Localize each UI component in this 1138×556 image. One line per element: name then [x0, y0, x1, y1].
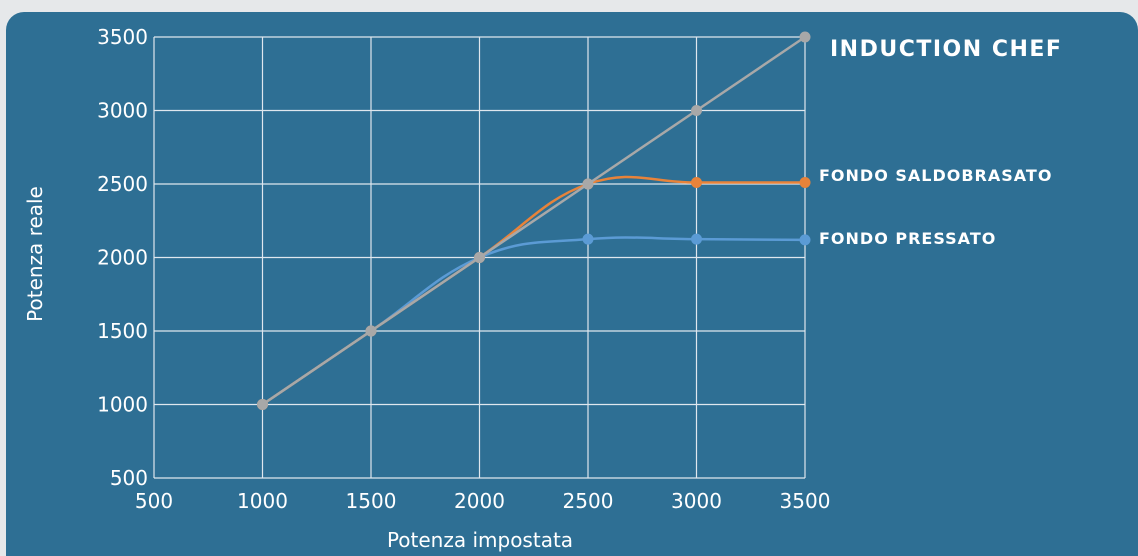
x-tick-label: 500	[135, 489, 173, 513]
data-point-induction-chef	[691, 105, 702, 116]
y-tick-labels: 500 1000 1500 2000 2500 3000 3500	[97, 25, 148, 490]
y-tick-label: 500	[110, 466, 148, 490]
series-line-induction-chef	[261, 35, 806, 406]
y-tick-label: 3500	[97, 25, 148, 49]
data-point-induction-chef	[474, 252, 485, 263]
data-point-induction-chef	[799, 31, 811, 43]
y-tick-label: 3000	[97, 99, 148, 123]
data-point-fondo-saldobrasato	[799, 177, 811, 189]
legend-fondo-saldobrasato: FONDO SALDOBRASATO	[819, 166, 1052, 185]
y-tick-label: 1000	[97, 393, 148, 417]
series-line-fondo-saldobrasato	[261, 175, 806, 406]
data-point-induction-chef	[582, 178, 594, 190]
x-tick-label: 2500	[563, 489, 614, 513]
x-tick-labels: 500 1000 1500 2000 2500 3000 3500	[135, 489, 831, 513]
legend-fondo-pressato: FONDO PRESSATO	[819, 229, 996, 248]
x-tick-label: 2000	[454, 489, 505, 513]
data-point-fondo-pressato	[582, 233, 594, 245]
data-point-fondo-pressato	[799, 234, 811, 246]
series-line-fondo-pressato	[261, 236, 806, 406]
x-tick-label: 3000	[671, 489, 722, 513]
x-tick-label: 1000	[237, 489, 288, 513]
y-tick-label: 2000	[97, 246, 148, 270]
chart-panel	[6, 12, 1138, 556]
data-point-fondo-saldobrasato	[691, 177, 702, 189]
data-point-induction-chef	[257, 399, 268, 410]
x-axis-label: Potenza impostata	[387, 528, 573, 552]
y-axis-label: Potenza reale	[23, 186, 47, 322]
x-tick-label: 1500	[346, 489, 397, 513]
chart-title: INDUCTION CHEF	[830, 37, 1062, 62]
y-tick-label: 2500	[97, 172, 148, 196]
y-tick-label: 1500	[97, 319, 148, 343]
x-tick-label: 3500	[780, 489, 831, 513]
series-group	[257, 31, 811, 410]
data-point-induction-chef	[365, 325, 377, 337]
data-point-fondo-pressato	[691, 233, 702, 245]
